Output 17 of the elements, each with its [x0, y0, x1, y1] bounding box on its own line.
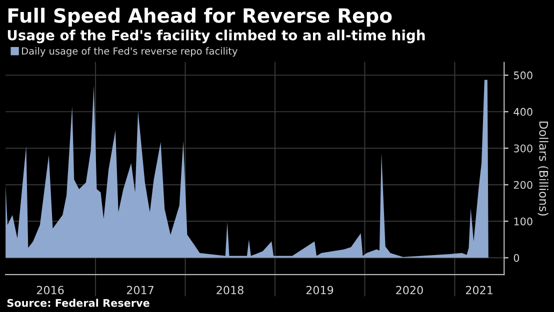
- y-tick-label: 0: [514, 254, 520, 262]
- y-tick-label: 200: [514, 180, 532, 189]
- x-tick-label: 2019: [306, 286, 334, 294]
- x-tick-label: 2020: [396, 286, 423, 294]
- x-tick-label: 2018: [216, 286, 244, 294]
- source-note: Source: Federal Reserve: [7, 298, 150, 307]
- y-tick-label: 300: [514, 144, 532, 152]
- chart-title: Full Speed Ahead for Reverse Repo: [8, 8, 392, 27]
- legend-label: Daily usage of the Fed's reverse repo facility: [22, 47, 238, 57]
- y-tick-label: 400: [514, 108, 532, 116]
- x-tick-label: 2021: [466, 286, 492, 294]
- y-tick-label: 100: [514, 217, 532, 226]
- x-tick-label: 2016: [36, 286, 64, 294]
- chart-subtitle: Usage of the Fed's facility climbed to an all-time high: [8, 30, 425, 44]
- y-axis-title: Dollars (Billions): [538, 122, 548, 216]
- y-tick-label: 500: [514, 71, 532, 80]
- x-tick-label: 2017: [126, 286, 154, 294]
